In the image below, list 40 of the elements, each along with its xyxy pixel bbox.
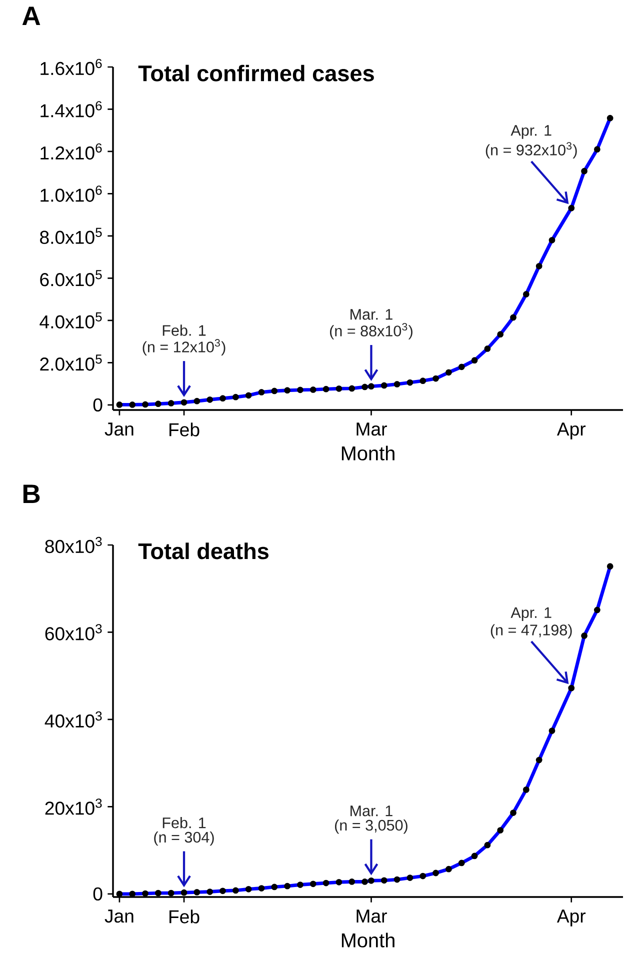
y-tick-label: 1.4x10$^{6}$ — [40, 101, 102, 118]
annotation: Apr. 1 — [510, 607, 552, 622]
annotation: Mar. 1 — [350, 806, 392, 816]
y-tick-label: 1.2x10$^{6}$ — [40, 143, 102, 160]
x-axis-title: Month — [342, 932, 394, 948]
annotation: Mar. 1 — [350, 309, 392, 320]
x-tick-label: Apr — [556, 422, 586, 440]
annotation: (n = 304) — [154, 831, 214, 846]
y-tick-label: 2.0x10$^{5}$ — [40, 354, 102, 371]
x-axis-title: Month — [342, 446, 394, 460]
chart-title: Total deaths — [138, 542, 268, 560]
y-tick-label: 1.0x10$^{6}$ — [40, 186, 102, 202]
y-tick-label: 60x10$^{3}$ — [45, 624, 102, 640]
x-tick-label: Mar — [356, 910, 387, 923]
x-tick-label: Jan — [104, 422, 134, 436]
x-tick-label: Mar — [356, 422, 387, 436]
x-tick-label: Apr — [556, 910, 586, 926]
y-tick-label: 40x10$^{3}$ — [44, 711, 102, 728]
y-tick-label: 6.0x10$^{5}$ — [40, 270, 102, 286]
annotation: Feb. 1 — [162, 324, 206, 336]
x-tick-label: Feb — [170, 910, 200, 924]
y-tick-label: 80x10$^{3}$ — [45, 536, 102, 554]
annotation: Feb. 1 — [162, 817, 206, 828]
annotation: Apr. 1 — [510, 125, 552, 139]
annotation: (n = 932x10$^{3}$) — [486, 142, 577, 158]
text: B — [23, 484, 40, 503]
chart-title: Total confirmed cases — [138, 64, 374, 82]
x-tick-label: Jan — [104, 910, 134, 923]
annotation: (n = 3,050) — [335, 819, 408, 834]
x-tick-label: Feb — [170, 422, 200, 436]
y-tick-label: 1.6x10$^{6}$ — [40, 58, 102, 76]
y-tick-label: 8.0x10$^{5}$ — [40, 228, 102, 244]
y-tick-label: 0 — [93, 398, 102, 412]
y-tick-label: 4.0x10$^{5}$ — [40, 312, 102, 328]
y-tick-label: 20x10$^{3}$ — [45, 798, 102, 815]
y-tick-label: 0 — [93, 887, 102, 901]
annotation: (n = 12x10$^{3}$) — [142, 339, 226, 356]
annotation: (n = 88x10$^{3}$) — [330, 322, 412, 340]
annotation: (n = 47,198) — [490, 624, 572, 638]
text: A — [22, 6, 40, 25]
